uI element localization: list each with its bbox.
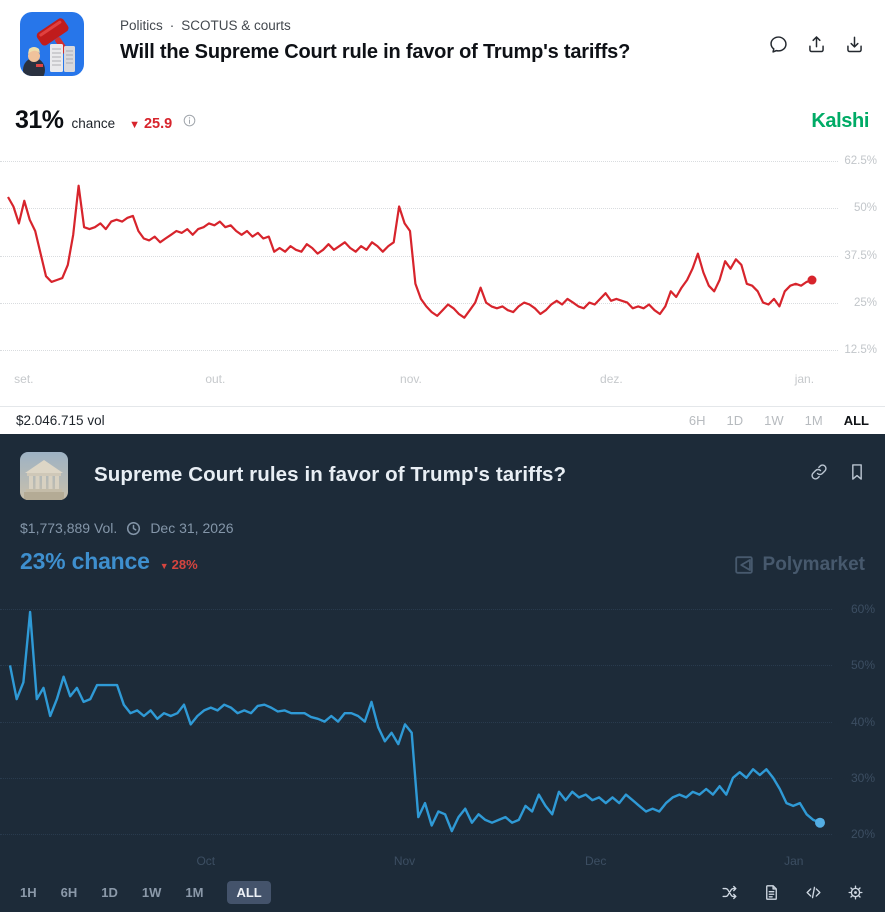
price-row: 31% chance ▼ 25.9 [15, 106, 197, 135]
gridline-25 [0, 302, 838, 304]
y-axis-label: 50% [853, 202, 877, 215]
breadcrumb-category[interactable]: Politics [120, 18, 163, 33]
price-change: ▼ 28% [160, 557, 198, 572]
gridline-37.5 [0, 255, 838, 257]
time-range-selector: 1H 6H 1D 1W 1M ALL [20, 880, 271, 904]
gear-icon[interactable] [846, 883, 865, 902]
price-change-value: 28% [171, 557, 198, 572]
shuffle-icon[interactable] [720, 883, 739, 902]
kalshi-price-chart[interactable]: 62.5% 50% 37.5% 25% 12.5% set. out. nov. dez. jan… [0, 148, 885, 390]
range-button-1w[interactable]: 1W [764, 413, 784, 428]
gridline-50 [0, 208, 838, 210]
current-chance-value: 23% chance [20, 548, 150, 574]
market-actions [809, 462, 867, 482]
triangle-down-icon: ▼ [159, 561, 169, 571]
current-price-dot [807, 275, 817, 285]
range-button-1m[interactable]: 1M [185, 884, 204, 900]
y-axis-label: 40% [850, 714, 875, 729]
price-line [7, 184, 813, 319]
polymarket-logo-icon [734, 556, 753, 574]
gridline-20 [0, 833, 832, 835]
volume-label: $2.046.715 vol [16, 413, 105, 428]
range-button-6h[interactable]: 6H [60, 884, 78, 900]
link-icon[interactable] [809, 462, 829, 482]
gavel-trump-illustration [20, 12, 84, 76]
y-axis-label: 30% [850, 770, 875, 785]
current-chance-value: 31% [15, 106, 64, 134]
clock-icon [126, 521, 141, 536]
chance-label: chance [71, 116, 116, 131]
breadcrumb-separator: · [169, 18, 175, 33]
bookmark-icon[interactable] [847, 462, 867, 482]
x-axis-label: Jan [784, 854, 804, 868]
polymarket-logo[interactable]: Polymarket [733, 554, 865, 576]
gridline-50 [0, 665, 832, 667]
share-icon[interactable] [806, 34, 827, 55]
y-axis-label: 20% [850, 826, 875, 841]
price-change-value: 25.9 [143, 116, 173, 132]
y-axis-label: 25% [853, 296, 877, 309]
x-axis-label: set. [14, 372, 34, 386]
kalshi-logo[interactable]: Kalshi [811, 110, 869, 132]
x-axis-label: dez. [600, 372, 623, 386]
supreme-court-building-image [20, 452, 68, 500]
range-button-6h[interactable]: 6H [688, 413, 706, 428]
range-button-1m[interactable]: 1M [804, 413, 823, 428]
price-line [8, 610, 821, 833]
x-axis-label: jan. [794, 372, 815, 386]
gridline-40 [0, 721, 832, 723]
price-change: ▼ 25.9 [129, 116, 172, 132]
close-date: Dec 31, 2026 [150, 520, 234, 536]
toolbar-tools [720, 883, 865, 902]
gridline-62.5 [0, 161, 838, 163]
x-axis-label: out. [205, 372, 226, 386]
x-axis-label: Oct [196, 854, 216, 868]
range-button-all[interactable]: ALL [843, 413, 869, 428]
volume-label: $1,773,889 Vol. [20, 520, 118, 536]
x-axis-label: nov. [400, 372, 422, 386]
market-thumbnail [20, 12, 84, 76]
price-row: 23% chance ▼ 28% [20, 548, 198, 575]
info-icon[interactable] [182, 113, 197, 128]
gridline-60 [0, 609, 832, 611]
x-axis-label: Nov [393, 854, 416, 868]
comment-icon[interactable] [768, 34, 789, 55]
y-axis-label: 62.5% [844, 155, 877, 168]
polymarket-toolbar: 1H 6H 1D 1W 1M ALL [0, 872, 885, 912]
breadcrumb: Politics · SCOTUS & courts [120, 18, 291, 33]
polymarket-price-chart[interactable]: 60% 50% 40% 30% 20% Oct Nov Dec Jan [0, 598, 885, 870]
triangle-down-icon: ▼ [129, 119, 140, 131]
range-button-1d[interactable]: 1D [726, 413, 744, 428]
y-axis-label: 12.5% [844, 343, 877, 356]
y-axis-label: 50% [850, 658, 875, 673]
polymarket-market-card: Supreme Court rules in favor of Trump's … [0, 434, 885, 912]
time-range-selector: 6H 1D 1W 1M ALL [689, 413, 869, 428]
kalshi-market-card: Politics · SCOTUS & courts Will the Supr… [0, 0, 885, 434]
market-meta: $1,773,889 Vol. Dec 31, 2026 [20, 520, 234, 536]
y-axis-label: 37.5% [844, 249, 877, 262]
range-button-1h[interactable]: 1H [20, 884, 37, 900]
download-icon[interactable] [844, 34, 865, 55]
kalshi-footer: $2.046.715 vol 6H 1D 1W 1M ALL [0, 406, 885, 434]
document-icon[interactable] [762, 883, 781, 902]
code-icon[interactable] [804, 883, 823, 902]
range-button-all[interactable]: ALL [227, 880, 271, 904]
range-button-1d[interactable]: 1D [101, 884, 118, 900]
polymarket-logo-text: Polymarket [762, 554, 865, 575]
x-axis-label: Dec [584, 854, 607, 868]
y-axis-label: 60% [850, 602, 875, 617]
market-title: Will the Supreme Court rule in favor of … [120, 41, 631, 63]
market-actions [768, 34, 865, 55]
market-thumbnail [20, 452, 68, 500]
market-title: Supreme Court rules in favor of Trump's … [94, 463, 567, 486]
range-button-1w[interactable]: 1W [141, 884, 162, 900]
current-price-dot [815, 817, 825, 828]
breadcrumb-subcategory[interactable]: SCOTUS & courts [181, 18, 291, 33]
gridline-12.5 [0, 349, 838, 351]
